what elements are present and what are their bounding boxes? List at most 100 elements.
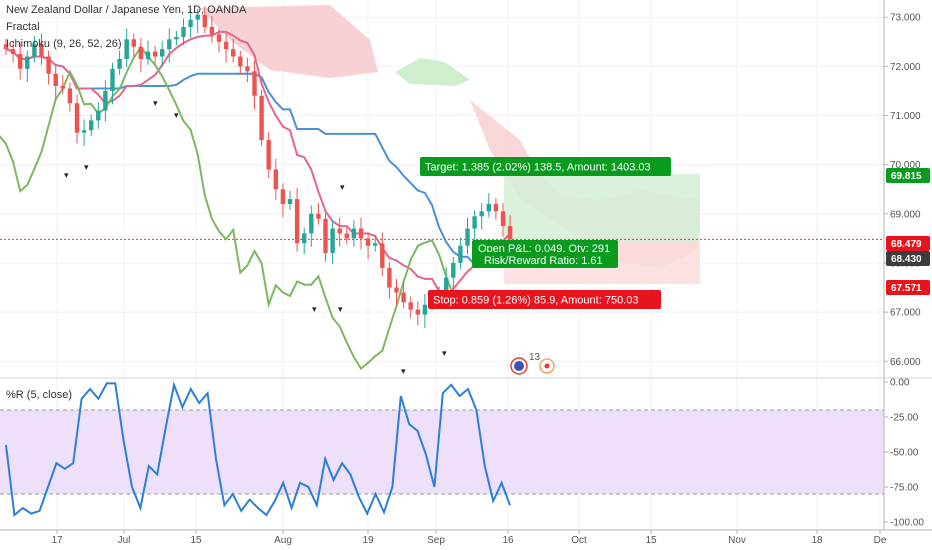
chikou-line: [0, 45, 455, 371]
cloud-green: [395, 58, 470, 86]
fractal-marker: ▾: [401, 366, 406, 376]
trade-labels[interactable]: Target: 1.385 (2.02%) 138.5, Amount: 140…: [420, 157, 671, 375]
candle-body: [131, 39, 136, 47]
candle-body: [259, 95, 264, 141]
candle-body: [181, 27, 186, 37]
price-tags: 69.815 68.479 68.430 67.571: [886, 168, 930, 295]
candle-body: [238, 56, 243, 67]
candle-body: [245, 66, 250, 72]
candle-body: [408, 302, 413, 310]
candle-body: [266, 140, 271, 170]
symbol-title[interactable]: New Zealand Dollar / Japanese Yen, 1D, O…: [6, 4, 247, 16]
ichimoku-lines: [0, 30, 511, 371]
candle-body: [465, 228, 470, 246]
price-tick-label: 66.000: [890, 357, 921, 368]
candle-body: [96, 110, 101, 121]
candle-body: [32, 44, 37, 57]
candle-body: [422, 304, 428, 315]
current-price-tag-bg: [886, 236, 930, 251]
wpr-tick-label: -100.00: [890, 518, 924, 529]
fractal-legend[interactable]: Fractal: [6, 21, 40, 33]
price-tick-label: 69.000: [890, 209, 921, 220]
candle-body: [273, 169, 278, 190]
candle-body: [394, 287, 399, 293]
candle-body: [223, 41, 229, 50]
candle-body: [195, 14, 200, 20]
candle-body: [479, 211, 484, 217]
candle-body: [458, 245, 463, 263]
candle-body: [124, 39, 129, 59]
event-icons[interactable]: 13: [510, 352, 555, 375]
candle-body: [138, 46, 144, 59]
candle-body: [401, 292, 406, 303]
candle-body: [117, 58, 122, 69]
candle-body: [160, 49, 165, 57]
fractal-marker: ▾: [312, 304, 317, 314]
candle-body: [39, 44, 44, 57]
candle-body: [188, 19, 193, 28]
candle-body: [110, 68, 115, 91]
time-tick-label: 17: [51, 535, 63, 546]
candle-body: [500, 211, 506, 227]
fractal-marker: ▾: [64, 170, 69, 180]
time-tick-label: 16: [502, 535, 514, 546]
candle-body: [472, 216, 477, 229]
candle-body: [46, 56, 51, 74]
candle-body: [103, 90, 108, 111]
stop-price-tag: 67.571: [891, 283, 922, 294]
fractal-marker: ▾: [338, 304, 343, 314]
candle-body: [25, 56, 30, 69]
time-tick-label: Oct: [571, 535, 587, 546]
candle-body: [89, 120, 94, 131]
target-price-tag-bg: [886, 168, 930, 183]
current-price-tag: 68.479: [891, 239, 922, 250]
candle-body: [380, 243, 385, 268]
time-tick-label: Nov: [728, 535, 746, 546]
fractal-marker: ▾: [84, 162, 89, 172]
candle-body: [287, 199, 293, 204]
candle-body: [387, 267, 392, 288]
wpr-legend[interactable]: %R (5, close): [6, 389, 73, 401]
wpr-band: [0, 410, 884, 494]
target-zone: [504, 173, 700, 242]
time-axis[interactable]: 17 Jul 15 Aug 19 Sep 16 Oct 15 Nov 18 De: [0, 529, 932, 546]
time-tick-label: 15: [645, 535, 657, 546]
event-count: 13: [529, 352, 541, 363]
rr-label: Risk/Reward Ratio: 1.61: [484, 255, 603, 267]
tenkan-line: [5, 30, 511, 298]
candles: [3, 6, 513, 328]
price-tick-label: 72.000: [890, 62, 921, 73]
candle-body: [81, 130, 87, 133]
candle-body: [53, 73, 58, 87]
candle-body: [415, 309, 420, 315]
time-tick-label: 15: [190, 535, 202, 546]
dividend-icon-dot: [544, 363, 550, 369]
candle-body: [145, 51, 151, 59]
price-tick-label: 73.000: [890, 13, 921, 24]
wpr-tick-label: -75.00: [890, 483, 919, 494]
time-tick-label: 19: [362, 535, 374, 546]
ichimoku-legend[interactable]: Ichimoku (9, 26, 52, 26): [6, 38, 122, 50]
candle-body: [330, 228, 335, 254]
candle-body: [3, 44, 9, 50]
target-label-bg: [420, 157, 671, 176]
flag-icon-inner: [514, 361, 524, 371]
time-tick-label: Jul: [118, 535, 131, 546]
wpr-tick-label: -25.00: [890, 413, 919, 424]
candle-body: [231, 49, 236, 57]
candle-body: [294, 199, 300, 244]
candle-body: [316, 213, 321, 219]
candle-body: [451, 262, 456, 278]
stop-label: Stop: 0.859 (1.26%) 85.9, Amount: 750.03: [433, 295, 638, 307]
fractal-marker: ▾: [442, 348, 447, 358]
williams-r-panel: [0, 377, 932, 517]
price-tick-label: 67.000: [890, 308, 921, 319]
candle-body: [444, 277, 449, 295]
cloud-red: [200, 5, 378, 78]
candle-body: [10, 49, 16, 55]
fractal-markers: ▾ ▾ ▾ ▾ ▾ ▾ ▾ ▾ ▾: [64, 98, 447, 376]
wpr-line: [5, 381, 511, 517]
candle-body: [365, 238, 371, 246]
candle-body: [309, 213, 314, 234]
